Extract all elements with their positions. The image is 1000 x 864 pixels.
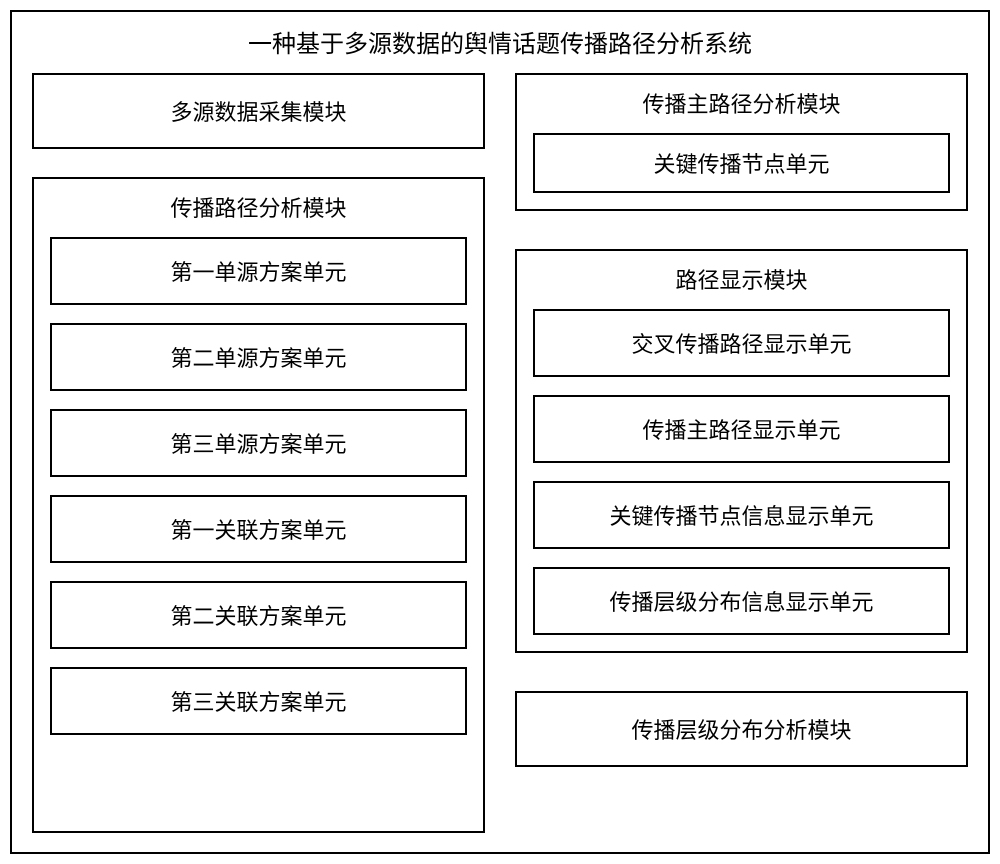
left-column: 多源数据采集模块 传播路径分析模块 第一单源方案单元 第二单源方案单元 第三单源… bbox=[32, 73, 485, 833]
data-acquisition-module: 多源数据采集模块 bbox=[32, 73, 485, 149]
propagation-path-module-title: 传播路径分析模块 bbox=[50, 191, 467, 223]
key-node-info-display-unit: 关键传播节点信息显示单元 bbox=[533, 481, 950, 549]
level-distribution-display-unit: 传播层级分布信息显示单元 bbox=[533, 567, 950, 635]
association-unit-2: 第二关联方案单元 bbox=[50, 581, 467, 649]
columns-wrapper: 多源数据采集模块 传播路径分析模块 第一单源方案单元 第二单源方案单元 第三单源… bbox=[32, 73, 968, 833]
path-display-module: 路径显示模块 交叉传播路径显示单元 传播主路径显示单元 关键传播节点信息显示单元… bbox=[515, 249, 968, 653]
single-source-unit-3: 第三单源方案单元 bbox=[50, 409, 467, 477]
path-display-module-title: 路径显示模块 bbox=[533, 263, 950, 295]
propagation-path-module: 传播路径分析模块 第一单源方案单元 第二单源方案单元 第三单源方案单元 第一关联… bbox=[32, 177, 485, 833]
level-distribution-module: 传播层级分布分析模块 bbox=[515, 691, 968, 767]
main-path-module: 传播主路径分析模块 关键传播节点单元 bbox=[515, 73, 968, 211]
system-container: 一种基于多源数据的舆情话题传播路径分析系统 多源数据采集模块 传播路径分析模块 … bbox=[10, 10, 990, 854]
system-title: 一种基于多源数据的舆情话题传播路径分析系统 bbox=[32, 24, 968, 59]
association-unit-1: 第一关联方案单元 bbox=[50, 495, 467, 563]
main-path-display-unit: 传播主路径显示单元 bbox=[533, 395, 950, 463]
single-source-unit-1: 第一单源方案单元 bbox=[50, 237, 467, 305]
main-path-module-title: 传播主路径分析模块 bbox=[533, 87, 950, 119]
association-unit-3: 第三关联方案单元 bbox=[50, 667, 467, 735]
cross-path-display-unit: 交叉传播路径显示单元 bbox=[533, 309, 950, 377]
key-node-unit: 关键传播节点单元 bbox=[533, 133, 950, 193]
single-source-unit-2: 第二单源方案单元 bbox=[50, 323, 467, 391]
right-column: 传播主路径分析模块 关键传播节点单元 路径显示模块 交叉传播路径显示单元 传播主… bbox=[515, 73, 968, 833]
